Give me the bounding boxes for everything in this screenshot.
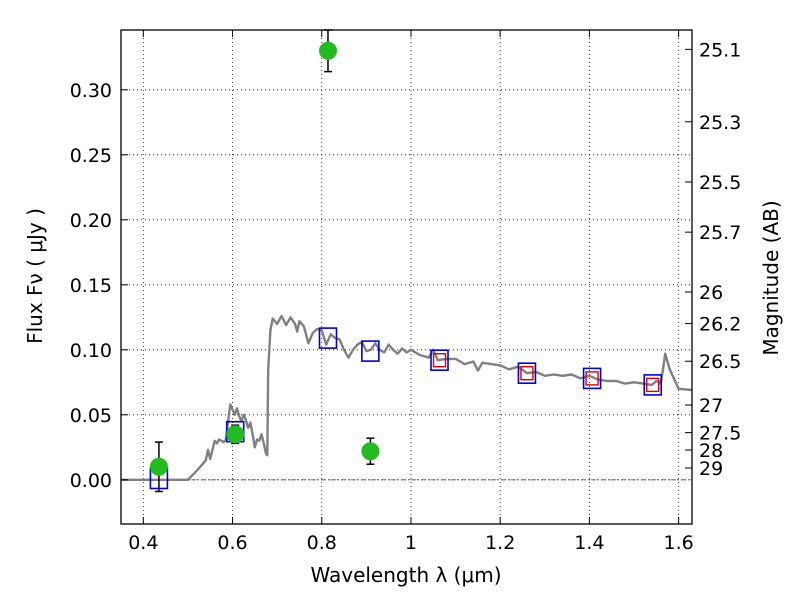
model-flux-marker <box>643 374 663 396</box>
spectrum-layer <box>121 314 693 481</box>
mag-tick-label: 26 <box>699 282 723 304</box>
x-tick-label: 1 <box>405 532 417 554</box>
model-spectrum-line <box>121 314 693 481</box>
x-tick-label: 0.4 <box>128 532 158 554</box>
y-axis-label-left: Flux Fν ( μJy ) <box>23 208 47 344</box>
model-flux-marker <box>361 340 380 362</box>
ir-flux-marker <box>585 371 599 386</box>
ir-flux-marker <box>432 353 447 368</box>
y-tick-label: 0.10 <box>70 340 112 362</box>
model-flux-marker <box>430 349 449 372</box>
y-axis-label-right: Magnitude (AB) <box>759 200 783 355</box>
y-tick-label: 0.30 <box>70 80 112 102</box>
model-flux-marker <box>582 367 602 390</box>
y-tick-label: 0.05 <box>70 405 112 427</box>
points-layer <box>149 29 663 493</box>
y-tick-label: 0.25 <box>70 145 112 167</box>
mag-tick-label: 26.2 <box>699 314 741 336</box>
y-tick-label: 0.15 <box>70 275 112 297</box>
tick-labels: 0.4 0.6 0.8 1 1.2 1.4 1.6 0.00 0.05 0.10 0.15 0.20 0… <box>70 39 742 554</box>
model-flux-marker <box>318 327 338 349</box>
ir-flux-marker <box>646 377 660 393</box>
mag-tick-label: 28 <box>699 440 723 462</box>
model-flux-marker <box>517 362 537 385</box>
observed-flux-point <box>149 457 168 476</box>
mag-tick-label: 26.5 <box>699 351 741 373</box>
mag-tick-label: 27.5 <box>699 423 741 445</box>
x-tick-label: 1.4 <box>574 532 604 554</box>
mag-tick-label: 25.5 <box>699 172 741 194</box>
x-tick-label: 1.6 <box>664 532 694 554</box>
mag-tick-label: 27 <box>699 395 723 417</box>
observed-flux-point <box>226 425 245 444</box>
plot-frame <box>120 29 693 525</box>
y-tick-label: 0.20 <box>70 210 112 232</box>
observed-flux-point <box>361 442 380 461</box>
mag-tick-label: 25.1 <box>699 39 741 61</box>
mag-tick-label: 25.7 <box>699 222 741 244</box>
x-axis-label: Wavelength λ (μm) <box>310 563 501 587</box>
y-tick-label: 0.00 <box>70 470 112 492</box>
ir-flux-marker <box>520 366 534 381</box>
observed-flux-point <box>318 41 337 60</box>
x-tick-label: 0.8 <box>307 532 337 554</box>
ticks <box>121 30 692 524</box>
x-tick-label: 0.6 <box>217 532 247 554</box>
mag-tick-label: 29 <box>699 458 723 480</box>
x-tick-label: 1.2 <box>485 532 515 554</box>
mag-tick-label: 25.3 <box>699 112 741 134</box>
